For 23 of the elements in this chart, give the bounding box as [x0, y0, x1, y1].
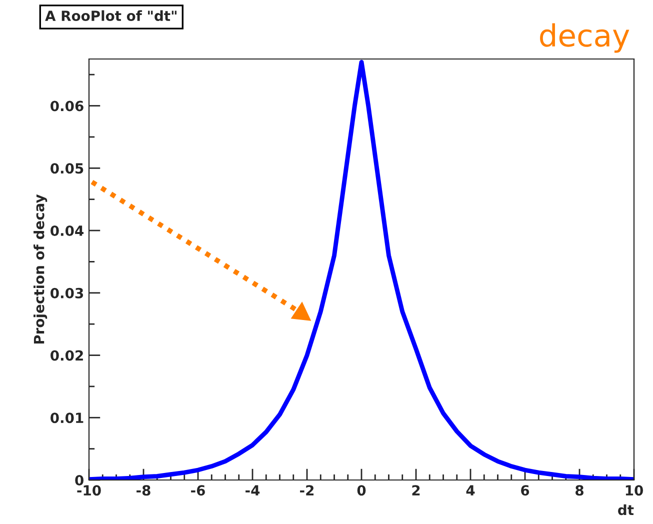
x-tick-label: -2: [300, 485, 314, 496]
x-axis-title: dt: [618, 504, 634, 516]
y-tick-label: 0.02: [50, 350, 83, 361]
x-tick-label: -10: [77, 485, 101, 496]
chart-title: A RooPlot of "dt": [45, 10, 176, 22]
text: decay: [540, 23, 630, 53]
x-tick-label: 4: [466, 485, 475, 496]
x-tick-label: 6: [521, 485, 530, 496]
x-tick-label: 2: [412, 485, 420, 496]
x-tick-label: 10: [626, 485, 643, 496]
x-tick-label: -6: [191, 485, 205, 496]
y-tick-label: 0.04: [50, 225, 84, 236]
y-tick-label: 0.01: [50, 412, 84, 424]
line-series: [89, 60, 634, 480]
y-tick-label: 0.03: [50, 288, 84, 298]
x-tick-label: -8: [136, 485, 150, 496]
x-tick-label: 8: [576, 485, 584, 496]
x-tick-label: -4: [246, 485, 260, 496]
x-tick-label: 0: [357, 485, 366, 496]
y-axis-title: Projection of decay: [34, 194, 48, 344]
y-tick-label: 0: [75, 474, 84, 486]
y-tick-label: 0.06: [50, 100, 84, 112]
y-tick-label: 0.05: [50, 163, 84, 174]
